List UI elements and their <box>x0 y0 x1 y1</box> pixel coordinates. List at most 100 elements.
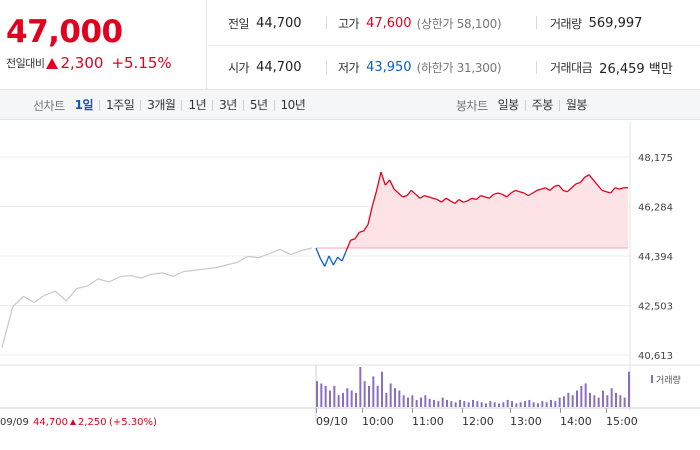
price-segment <box>363 224 369 232</box>
volume-bar <box>532 402 535 407</box>
volume-bar <box>489 401 492 407</box>
price-segment <box>475 195 482 201</box>
price-segment <box>436 198 443 203</box>
price-segment <box>566 187 573 193</box>
period-5y[interactable]: 5년 <box>242 99 274 111</box>
price-segment <box>328 255 334 266</box>
candle-weekly[interactable]: 주봉 <box>524 99 559 111</box>
candle-monthly[interactable]: 월봉 <box>558 99 593 111</box>
x-tick-label: 12:00 <box>462 415 494 428</box>
price-segment <box>406 189 412 197</box>
price-segment <box>597 184 603 191</box>
stat-low: 저가 43,950 (하한가 31,300) <box>338 57 502 77</box>
volume-bar <box>615 392 617 407</box>
price-segment <box>471 197 477 201</box>
volume-bar <box>515 403 518 407</box>
period-1d[interactable]: 1일 <box>74 97 94 112</box>
price-segment <box>410 189 417 195</box>
stat-label: 고가 <box>338 16 360 31</box>
price-segment <box>519 191 525 194</box>
volume-bar <box>329 390 331 407</box>
price-segment <box>345 239 352 251</box>
price-segment <box>441 197 447 203</box>
price-segment <box>350 238 356 241</box>
up-triangle-icon <box>70 419 76 425</box>
volume-bar <box>337 395 340 407</box>
volume-bar <box>359 367 362 407</box>
volume-bar <box>411 395 414 407</box>
x-tick-label: 11:00 <box>412 415 444 428</box>
stat-label: 거래대금 <box>550 60 593 75</box>
period-3m[interactable]: 3개월 <box>140 99 181 111</box>
price-segment <box>610 187 616 194</box>
price-segment <box>588 174 594 181</box>
candle-daily[interactable]: 일봉 <box>497 97 520 112</box>
price-segment <box>549 185 555 191</box>
volume-bar <box>463 401 466 407</box>
price-segment <box>384 179 391 186</box>
quote-header: 47,000 전일대비 2,300 +5.15% 전일 44,700 시가 44… <box>0 0 700 90</box>
price-segment <box>467 197 473 202</box>
price-segment <box>402 194 408 198</box>
price-segment <box>337 256 343 262</box>
previous-day-close: 44,700 <box>33 417 68 428</box>
candle-chart-periods: 봉차트 일봉 주봉 월봉 <box>456 90 593 120</box>
volume-bar <box>441 397 444 407</box>
price-segment <box>571 183 577 189</box>
price-segment <box>579 176 586 183</box>
stat-value: 44,700 <box>256 15 302 31</box>
today-series <box>315 171 628 267</box>
price-segment <box>376 171 382 191</box>
volume-bar <box>602 390 604 407</box>
line-chart-label: 선차트 <box>33 98 65 113</box>
column-divider <box>326 10 327 80</box>
stat-prev-close: 전일 44,700 <box>228 13 302 33</box>
volume-bar <box>545 402 548 407</box>
price-segment <box>554 184 559 188</box>
volume-bar <box>511 401 513 407</box>
price-segment <box>601 189 607 193</box>
volume-bar <box>355 392 357 407</box>
x-tick-label: 10:00 <box>362 415 394 428</box>
price-change: 전일대비 2,300 +5.15% <box>6 54 172 72</box>
volume-bar <box>480 402 483 407</box>
previous-day-line <box>1 247 313 348</box>
stat-value: 569,997 <box>588 15 643 31</box>
price-segment <box>510 189 516 194</box>
price-summary: 47,000 전일대비 2,300 +5.15% <box>0 0 207 90</box>
candle-chart-label: 봉차트 <box>456 98 488 113</box>
x-tick-label: 15:00 <box>606 415 638 428</box>
volume-bar <box>407 397 409 407</box>
period-1w[interactable]: 1주일 <box>99 99 140 111</box>
period-10y[interactable]: 10년 <box>273 99 312 111</box>
volume-bar <box>376 385 379 407</box>
volume-bar <box>550 399 552 407</box>
y-tick-label: 46,284 <box>638 203 673 214</box>
volume-legend-swatch <box>651 375 653 383</box>
volume-bar <box>498 403 500 407</box>
price-segment <box>488 193 495 199</box>
volume-bar <box>593 395 596 407</box>
stat-value: 44,700 <box>256 59 302 75</box>
volume-bar <box>333 385 336 407</box>
price-segment <box>545 187 551 191</box>
price-segment <box>484 196 490 199</box>
volume-bar <box>398 390 401 407</box>
volume-bar <box>563 396 565 407</box>
volume-bar <box>446 399 448 407</box>
period-1y[interactable]: 1년 <box>181 99 212 111</box>
stat-label: 전일 <box>228 16 250 31</box>
lower-limit: (하한가 31,300) <box>416 60 502 75</box>
price-segment <box>341 250 347 262</box>
column-divider <box>536 10 537 80</box>
volume-bar <box>623 397 626 407</box>
volume-bar <box>524 401 526 407</box>
volume-bar <box>606 395 609 407</box>
volume-bar <box>467 402 470 407</box>
previous-day-change-percent: (+5.30%) <box>109 417 157 428</box>
stat-open: 시가 44,700 <box>228 57 302 77</box>
volume-bar <box>402 395 405 407</box>
period-3y[interactable]: 3년 <box>212 99 243 111</box>
volume-bar <box>372 376 375 407</box>
quote-stats: 전일 44,700 시가 44,700 고가 47,600 (상한가 58,10… <box>208 0 700 90</box>
